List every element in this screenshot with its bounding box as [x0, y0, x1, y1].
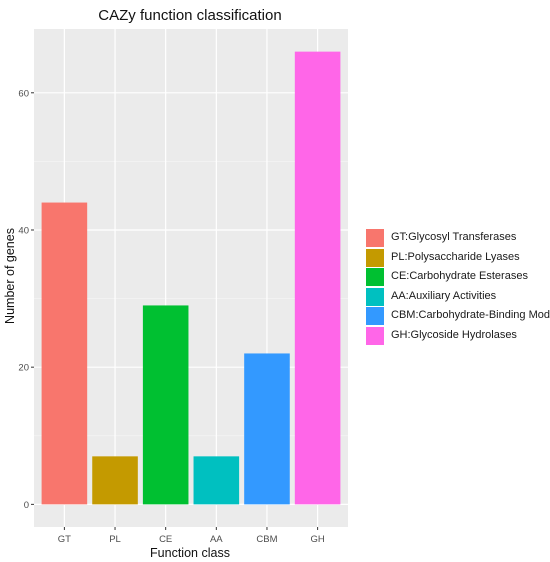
legend-label: PL:Polysaccharide Lyases	[391, 250, 520, 263]
x-tick-label: PL	[109, 534, 121, 545]
bar-gh	[294, 51, 341, 505]
x-tick-label: AA	[210, 534, 223, 545]
x-tick-label: CE	[159, 534, 172, 545]
bar-aa	[193, 456, 240, 505]
x-tick-label: GH	[310, 534, 324, 545]
bar-gt	[41, 202, 88, 505]
legend-label: GH:Glycoside Hydrolases	[391, 328, 517, 341]
y-tick-label: 0	[24, 500, 29, 511]
legend-swatch	[366, 287, 384, 306]
axes: 0 20 40 60 GT PL CE AA CBM GH	[18, 88, 324, 545]
x-axis-label: Function class	[150, 546, 230, 560]
x-tick-label: GT	[58, 534, 71, 545]
x-tick-label: CBM	[256, 534, 277, 545]
legend-swatch	[366, 229, 384, 247]
y-tick-label: 60	[18, 88, 29, 99]
legend-label: AA:Auxiliary Activities	[391, 289, 497, 302]
bar-cbm	[244, 353, 290, 505]
legend-label: GT:Glycosyl Transferases	[391, 231, 517, 243]
y-tick-label: 40	[18, 225, 29, 236]
chart-title: CAZy function classification	[98, 7, 281, 24]
y-axis-label: Number of genes	[3, 228, 17, 324]
legend-label: CBM:Carbohydrate-Binding Modules	[391, 309, 550, 321]
legend-label: CE:Carbohydrate Esterases	[391, 270, 528, 282]
bar-pl	[92, 456, 138, 505]
bar-ce	[142, 305, 189, 505]
legend-swatch	[366, 307, 384, 325]
legend-swatch	[366, 268, 384, 286]
legend-swatch	[366, 326, 384, 345]
legend-swatch	[366, 248, 384, 267]
y-tick-label: 20	[18, 363, 29, 374]
bars	[41, 51, 341, 505]
